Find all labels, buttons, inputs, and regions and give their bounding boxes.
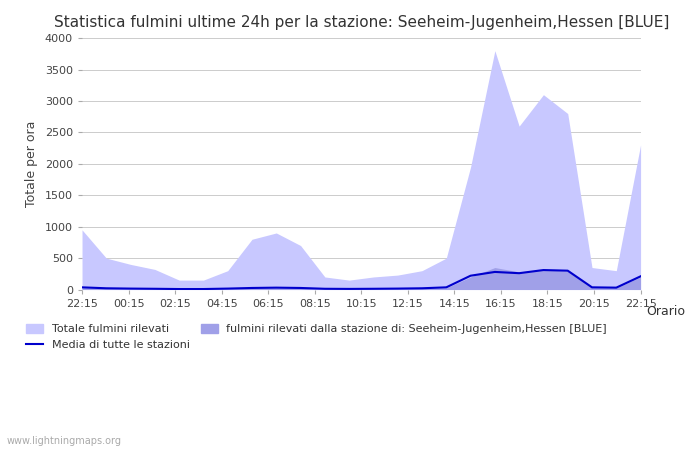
- Legend: Totale fulmini rilevati, Media di tutte le stazioni, fulmini rilevati dalla staz: Totale fulmini rilevati, Media di tutte …: [22, 320, 612, 355]
- Title: Statistica fulmini ultime 24h per la stazione: Seeheim-Jugenheim,Hessen [BLUE]: Statistica fulmini ultime 24h per la sta…: [54, 15, 669, 30]
- Text: www.lightningmaps.org: www.lightningmaps.org: [7, 436, 122, 446]
- Text: Orario: Orario: [646, 305, 685, 318]
- Y-axis label: Totale per ora: Totale per ora: [25, 121, 38, 207]
